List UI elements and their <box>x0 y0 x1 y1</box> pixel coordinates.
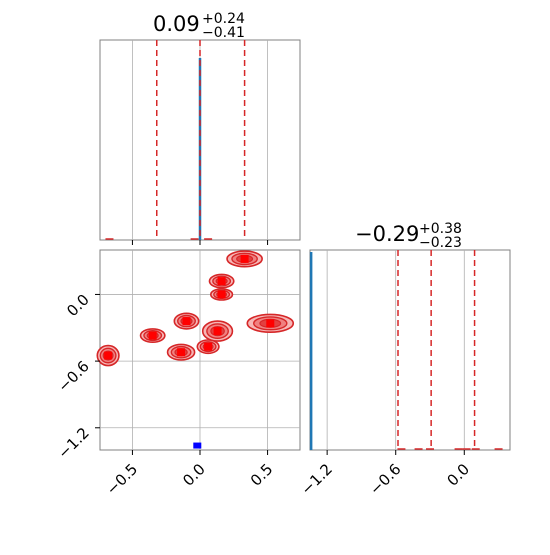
param-2-title-minus: −0.23 <box>419 235 462 251</box>
density-peak-marker <box>240 254 249 263</box>
scatter-x-tick-label: 0.5 <box>247 460 277 490</box>
param-1-title: 0.09 <box>153 12 200 36</box>
density-peak-marker <box>104 351 113 360</box>
param-2-title-plus: +0.38 <box>419 221 462 237</box>
param-2-title: −0.29 <box>355 222 419 246</box>
scatter-x-tick-label: 0.0 <box>179 460 209 490</box>
scatter-y-tick-label: −0.6 <box>54 357 92 395</box>
density-peak-marker <box>177 348 186 357</box>
hist2-x-tick-label: −0.6 <box>366 460 404 498</box>
truth-marker <box>193 442 202 449</box>
density-peak-marker <box>213 327 222 336</box>
scatter-y-tick-label: −1.2 <box>54 424 92 462</box>
param-1-title-minus: −0.41 <box>202 25 245 41</box>
density-peak-marker <box>182 317 191 326</box>
param-1-title-plus: +0.24 <box>202 11 245 27</box>
hist2-x-tick-label: 0.0 <box>444 460 474 490</box>
density-peak-marker <box>266 319 275 328</box>
hist-panel-2-frame <box>309 249 511 451</box>
hist2-x-tick-label: −1.2 <box>297 460 335 498</box>
density-peak-marker <box>148 331 157 340</box>
density-peak-marker <box>204 342 213 351</box>
scatter-x-tick-label: −0.5 <box>103 460 141 498</box>
density-peak-marker <box>217 277 226 286</box>
density-peak-marker <box>217 290 226 299</box>
scatter-y-tick-label: 0.0 <box>63 291 93 321</box>
